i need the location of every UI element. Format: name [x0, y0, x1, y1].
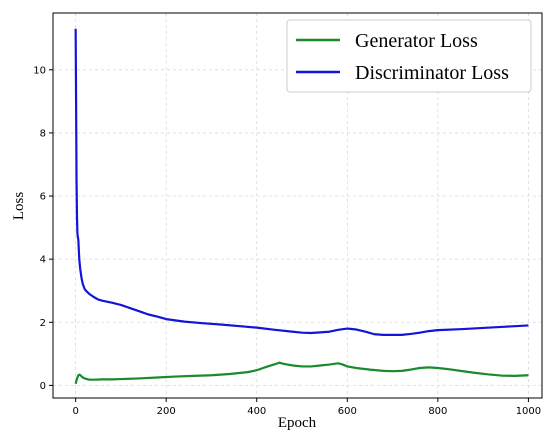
y-tick-label: 4 — [40, 255, 46, 266]
y-axis-ticks: 0 2 4 6 8 10 — [33, 65, 53, 392]
grid — [53, 13, 542, 398]
y-axis-title: Loss — [11, 192, 27, 221]
y-tick-label: 2 — [40, 318, 46, 329]
y-tick-label: 0 — [40, 381, 46, 392]
x-axis-title: Epoch — [278, 415, 317, 431]
legend-label-generator: Generator Loss — [355, 30, 478, 52]
plot-frame — [52, 12, 543, 399]
x-tick-label: 1000 — [516, 406, 541, 417]
y-tick-label: 10 — [33, 65, 46, 76]
series-layer — [74, 28, 529, 385]
x-tick-label: 800 — [428, 406, 447, 417]
series-line-generator — [74, 361, 529, 385]
x-tick-label: 600 — [338, 406, 357, 417]
legend-frame — [286, 19, 532, 93]
x-axis-ticks: 0 200 400 600 800 1000 — [72, 398, 541, 417]
series-line-discriminator — [74, 28, 529, 336]
y-tick-label: 8 — [40, 128, 46, 139]
y-tick-label: 6 — [40, 192, 46, 203]
legend: Generator Loss Discriminator Loss — [286, 19, 532, 93]
legend-label-discriminator: Discriminator Loss — [355, 62, 509, 84]
x-tick-label: 400 — [247, 406, 266, 417]
x-tick-label: 0 — [72, 406, 78, 417]
x-tick-label: 200 — [157, 406, 176, 417]
